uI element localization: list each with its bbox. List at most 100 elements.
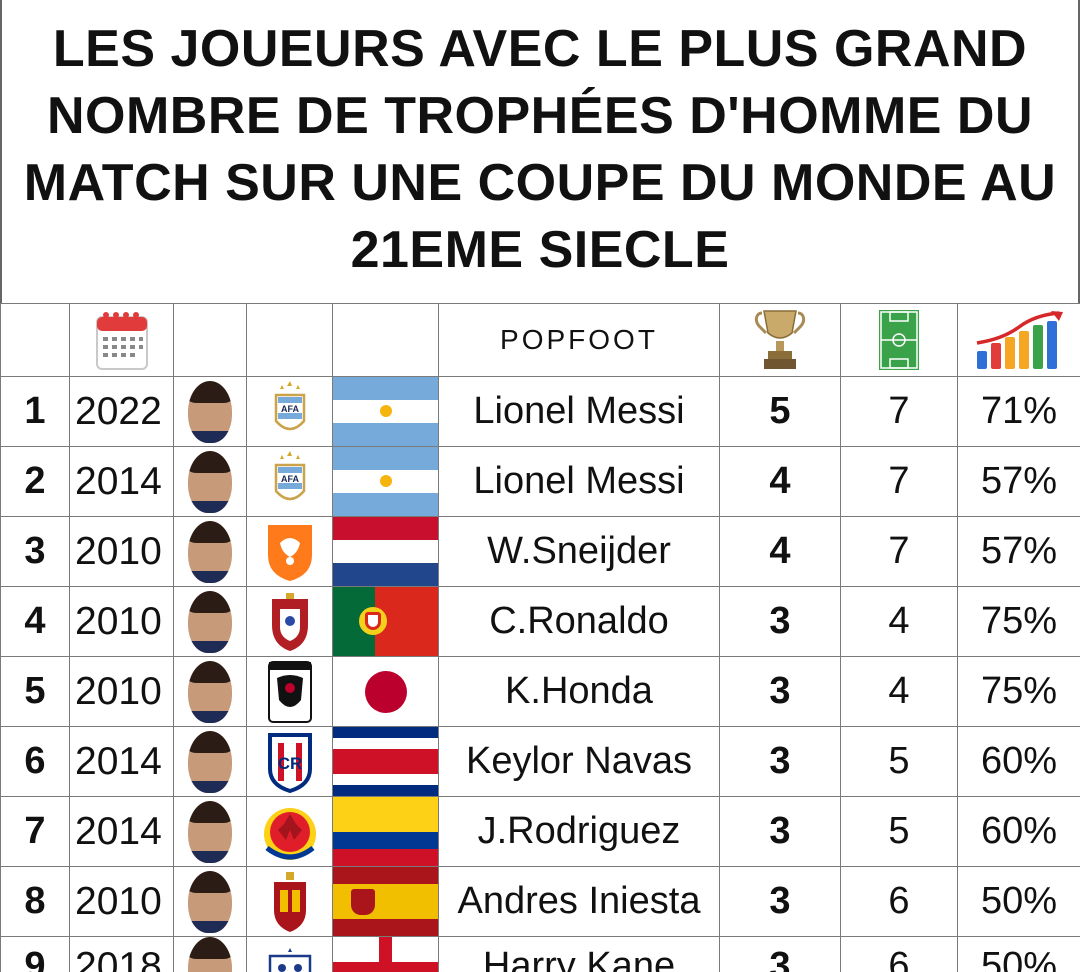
colombia-flag-icon [333,797,438,866]
england-flag-icon [333,937,438,972]
ratio-cell: 71% [957,376,1080,447]
year-cell: 2010 [69,516,174,587]
photo-cell [173,726,247,797]
table-row: 7 2014 J.Rodriguez 3 5 60% [0,796,1080,867]
games-played-cell: 6 [840,936,958,972]
games-played-cell: 5 [840,796,958,867]
games-played-cell: 6 [840,866,958,937]
ratio-cell: 60% [957,726,1080,797]
flag-cell [332,376,439,447]
year-cell: 2022 [69,376,174,447]
year-cell: 2014 [69,726,174,797]
rank-cell: 2 [0,446,70,517]
mom-awards-cell: 3 [719,586,841,657]
player-photo [188,590,232,653]
portugal-flag-icon [333,587,438,656]
year-cell: 2010 [69,656,174,727]
games-played-cell: 7 [840,516,958,587]
year-cell: 2018 [69,936,174,972]
crest-cell: AFA [246,376,333,447]
svg-text:AFA: AFA [281,474,300,484]
argentina-flag-icon [333,377,438,446]
header-rank-cell [0,303,70,377]
photo-cell [173,796,247,867]
games-played-cell: 7 [840,376,958,447]
table-row: 2 2014 AFA Lionel Messi 4 7 57% [0,446,1080,517]
table-row: 9 2018 Harry Kane 3 6 50% [0,936,1080,972]
ratio-cell: 75% [957,656,1080,727]
netherlands-crest-icon [248,518,332,586]
photo-cell [173,866,247,937]
rank-cell: 4 [0,586,70,657]
player-name-cell: K.Honda [438,656,720,727]
portugal-crest-icon [248,588,332,656]
crest-cell [246,796,333,867]
argentina-flag-icon [333,447,438,516]
trophy-icon [754,310,806,369]
header-photo-cell [173,303,247,377]
year-cell: 2010 [69,866,174,937]
header-row: POPFOOT [0,303,1080,377]
year-cell: 2014 [69,446,174,517]
mom-awards-cell: 4 [719,516,841,587]
player-name-cell: Lionel Messi [438,376,720,447]
rank-cell: 9 [0,936,70,972]
ratio-cell: 57% [957,516,1080,587]
ratio-cell: 60% [957,796,1080,867]
header-flag-cell [332,303,439,377]
header-year-cell [69,303,174,377]
photo-cell [173,516,247,587]
player-name-cell: Harry Kane [438,936,720,972]
player-name-cell: C.Ronaldo [438,586,720,657]
photo-cell [173,586,247,657]
rank-cell: 7 [0,796,70,867]
table-row: 1 2022 AFA Lionel Messi 5 7 71% [0,376,1080,447]
player-photo [188,937,232,972]
header-brand-cell: POPFOOT [438,303,720,377]
crest-cell [246,516,333,587]
games-played-cell: 4 [840,656,958,727]
crest-cell [246,586,333,657]
table-row: 6 2014 CR Keylor Navas 3 5 60% [0,726,1080,797]
table-row: 8 2010 Andres Iniesta 3 6 50% [0,866,1080,937]
games-played-cell: 7 [840,446,958,517]
table-row: 4 2010 C.Ronaldo 3 4 75% [0,586,1080,657]
argentina-crest-icon: AFA [248,448,332,516]
flag-cell [332,516,439,587]
japan-crest-icon [248,658,332,726]
netherlands-flag-icon [333,517,438,586]
england-crest-icon [248,938,332,972]
calendar-icon [95,312,148,370]
year-cell: 2014 [69,796,174,867]
flag-cell [332,796,439,867]
ratio-cell: 50% [957,936,1080,972]
rank-cell: 1 [0,376,70,447]
spain-flag-icon [333,867,438,936]
mom-awards-cell: 4 [719,446,841,517]
svg-text:CR: CR [277,754,302,773]
title-banner: LES JOUEURS AVEC LE PLUS GRAND NOMBRE DE… [0,0,1080,303]
player-photo [188,800,232,863]
player-name-cell: J.Rodriguez [438,796,720,867]
football-pitch-icon [879,310,919,370]
bar-chart-icon [976,311,1063,369]
photo-cell [173,656,247,727]
page-title: LES JOUEURS AVEC LE PLUS GRAND NOMBRE DE… [23,19,1057,279]
header-pct-cell [957,303,1080,377]
ratio-cell: 50% [957,866,1080,937]
rank-cell: 3 [0,516,70,587]
mom-awards-cell: 3 [719,866,841,937]
mom-awards-cell: 5 [719,376,841,447]
costa-rica-flag-icon [333,727,438,796]
header-mom-cell [719,303,841,377]
photo-cell [173,936,247,972]
flag-cell [332,446,439,517]
games-played-cell: 5 [840,726,958,797]
player-photo [188,450,232,513]
player-name-cell: Andres Iniesta [438,866,720,937]
player-name-cell: Lionel Messi [438,446,720,517]
flag-cell [332,586,439,657]
table-row: 5 2010 K.Honda 3 4 75% [0,656,1080,727]
crest-cell [246,866,333,937]
crest-cell: CR [246,726,333,797]
